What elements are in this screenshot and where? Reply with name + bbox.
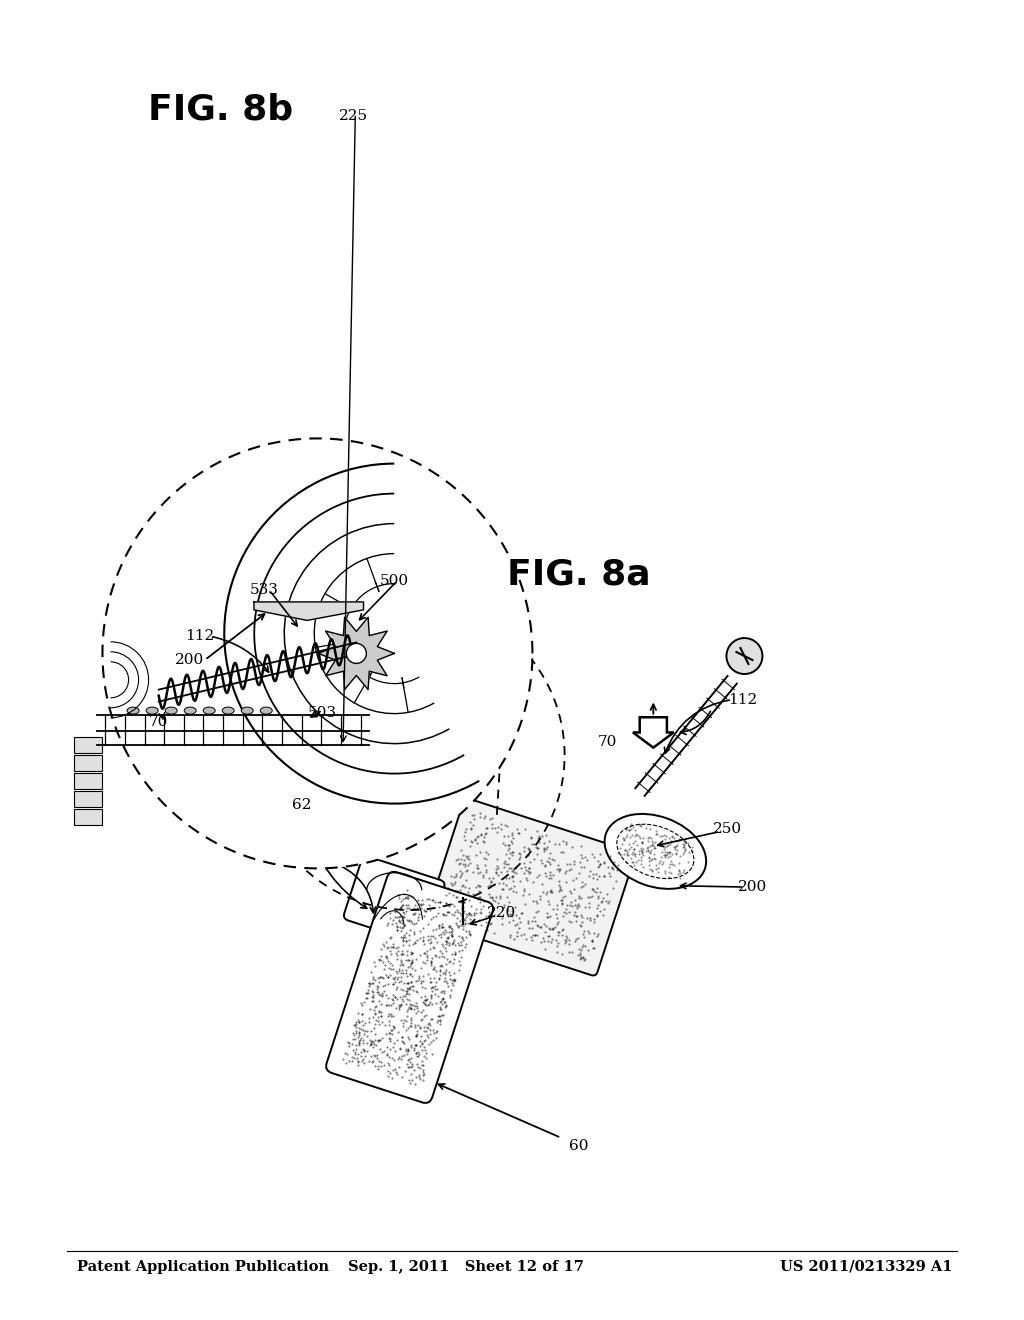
FancyBboxPatch shape <box>75 791 102 807</box>
FancyBboxPatch shape <box>75 809 102 825</box>
Ellipse shape <box>242 708 253 714</box>
Text: 250: 250 <box>713 822 741 836</box>
Polygon shape <box>633 717 674 747</box>
Ellipse shape <box>604 814 707 888</box>
Text: Patent Application Publication: Patent Application Publication <box>77 1259 329 1274</box>
Text: 112: 112 <box>185 630 214 643</box>
Polygon shape <box>318 618 394 689</box>
Text: 533: 533 <box>250 583 279 597</box>
FancyBboxPatch shape <box>75 772 102 788</box>
Text: FIG. 8b: FIG. 8b <box>148 92 294 127</box>
Ellipse shape <box>203 708 215 714</box>
Text: 112: 112 <box>728 693 757 706</box>
Ellipse shape <box>616 824 694 879</box>
Circle shape <box>346 643 367 664</box>
Text: 225: 225 <box>339 110 368 123</box>
Text: 220: 220 <box>487 907 516 920</box>
Ellipse shape <box>222 708 234 714</box>
FancyBboxPatch shape <box>326 871 494 1104</box>
Ellipse shape <box>165 708 177 714</box>
Text: 200: 200 <box>738 880 767 894</box>
Ellipse shape <box>146 708 158 714</box>
FancyBboxPatch shape <box>75 755 102 771</box>
Ellipse shape <box>726 638 763 675</box>
Polygon shape <box>254 602 364 620</box>
Text: 503: 503 <box>308 706 337 719</box>
Ellipse shape <box>260 708 272 714</box>
FancyBboxPatch shape <box>75 737 102 752</box>
Ellipse shape <box>127 708 139 714</box>
Text: 60: 60 <box>568 1139 589 1152</box>
Text: 70: 70 <box>150 715 168 729</box>
Text: US 2011/0213329 A1: US 2011/0213329 A1 <box>780 1259 952 1274</box>
Text: Sep. 1, 2011   Sheet 12 of 17: Sep. 1, 2011 Sheet 12 of 17 <box>348 1259 584 1274</box>
FancyBboxPatch shape <box>426 799 635 975</box>
Text: 500: 500 <box>380 574 409 587</box>
Circle shape <box>102 438 532 869</box>
Text: 200: 200 <box>175 653 204 667</box>
Text: 62: 62 <box>292 799 312 812</box>
Text: 70: 70 <box>598 735 616 748</box>
Ellipse shape <box>184 708 197 714</box>
Text: FIG. 8a: FIG. 8a <box>507 557 650 591</box>
FancyBboxPatch shape <box>344 857 444 944</box>
